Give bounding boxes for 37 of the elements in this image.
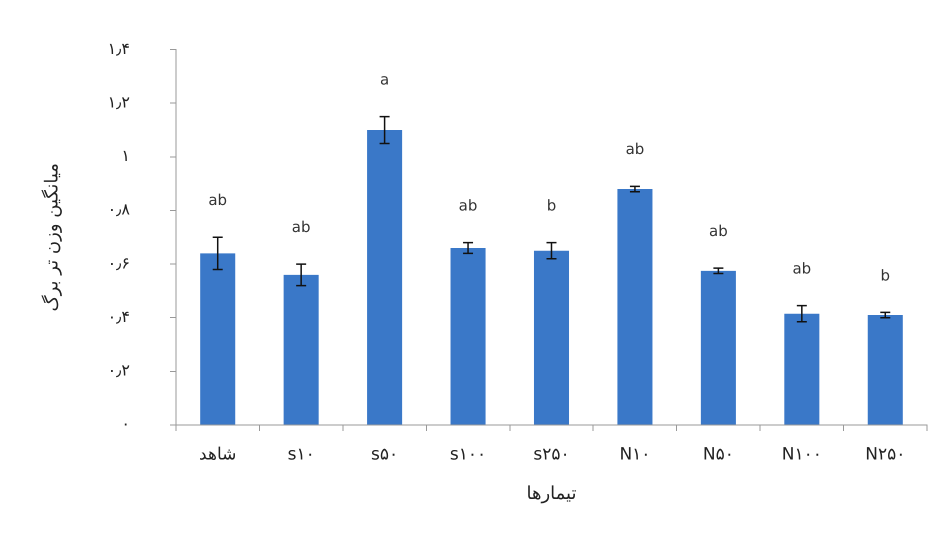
bar — [284, 274, 319, 424]
annotation: b — [880, 266, 890, 284]
annotation: ab — [709, 222, 728, 240]
x-axis-title: تیمارها — [526, 482, 576, 504]
annotation: ab — [626, 140, 644, 158]
x-tick-label: N۵۰ — [702, 444, 734, 465]
x-tick-label: N۱۰ — [619, 444, 650, 465]
y-axis-title: میانگین وزن تر برگ — [40, 163, 62, 312]
y-tick-label: ۰٫۶ — [108, 253, 130, 272]
bar — [534, 250, 570, 424]
y-tick-label: ۰ — [121, 414, 130, 434]
x-tick-label: s۱۰ — [288, 444, 315, 465]
y-tick-label: ۰٫۴ — [108, 306, 130, 326]
bar — [868, 315, 903, 424]
bar — [617, 189, 652, 424]
annotation: ab — [292, 218, 311, 236]
bar — [200, 253, 236, 424]
annotation: b — [546, 196, 556, 215]
x-tick-label: s۱۰۰ — [450, 444, 486, 465]
y-tick-label: ۱٫۲ — [108, 92, 130, 112]
x-tick-label: s۲۵۰ — [533, 444, 570, 465]
annotation: ab — [208, 191, 228, 210]
x-tick-label: N۲۵۰ — [865, 444, 906, 465]
bar — [367, 130, 402, 424]
x-tick-label: s۵۰ — [371, 444, 398, 465]
y-tick-label: ۱ — [121, 146, 130, 166]
y-tick-label: ۰٫۲ — [108, 360, 130, 380]
bar — [700, 270, 736, 424]
annotation: ab — [792, 260, 812, 278]
y-tick-label: ۱٫۴ — [108, 38, 130, 58]
bar — [450, 248, 486, 424]
y-tick-label: ۰٫۸ — [108, 200, 130, 219]
x-tick-label: N۱۰۰ — [782, 444, 822, 465]
bar — [784, 314, 820, 424]
annotation: a — [380, 70, 390, 89]
annotation: ab — [458, 196, 478, 215]
x-tick-label: شاهد — [199, 444, 236, 465]
